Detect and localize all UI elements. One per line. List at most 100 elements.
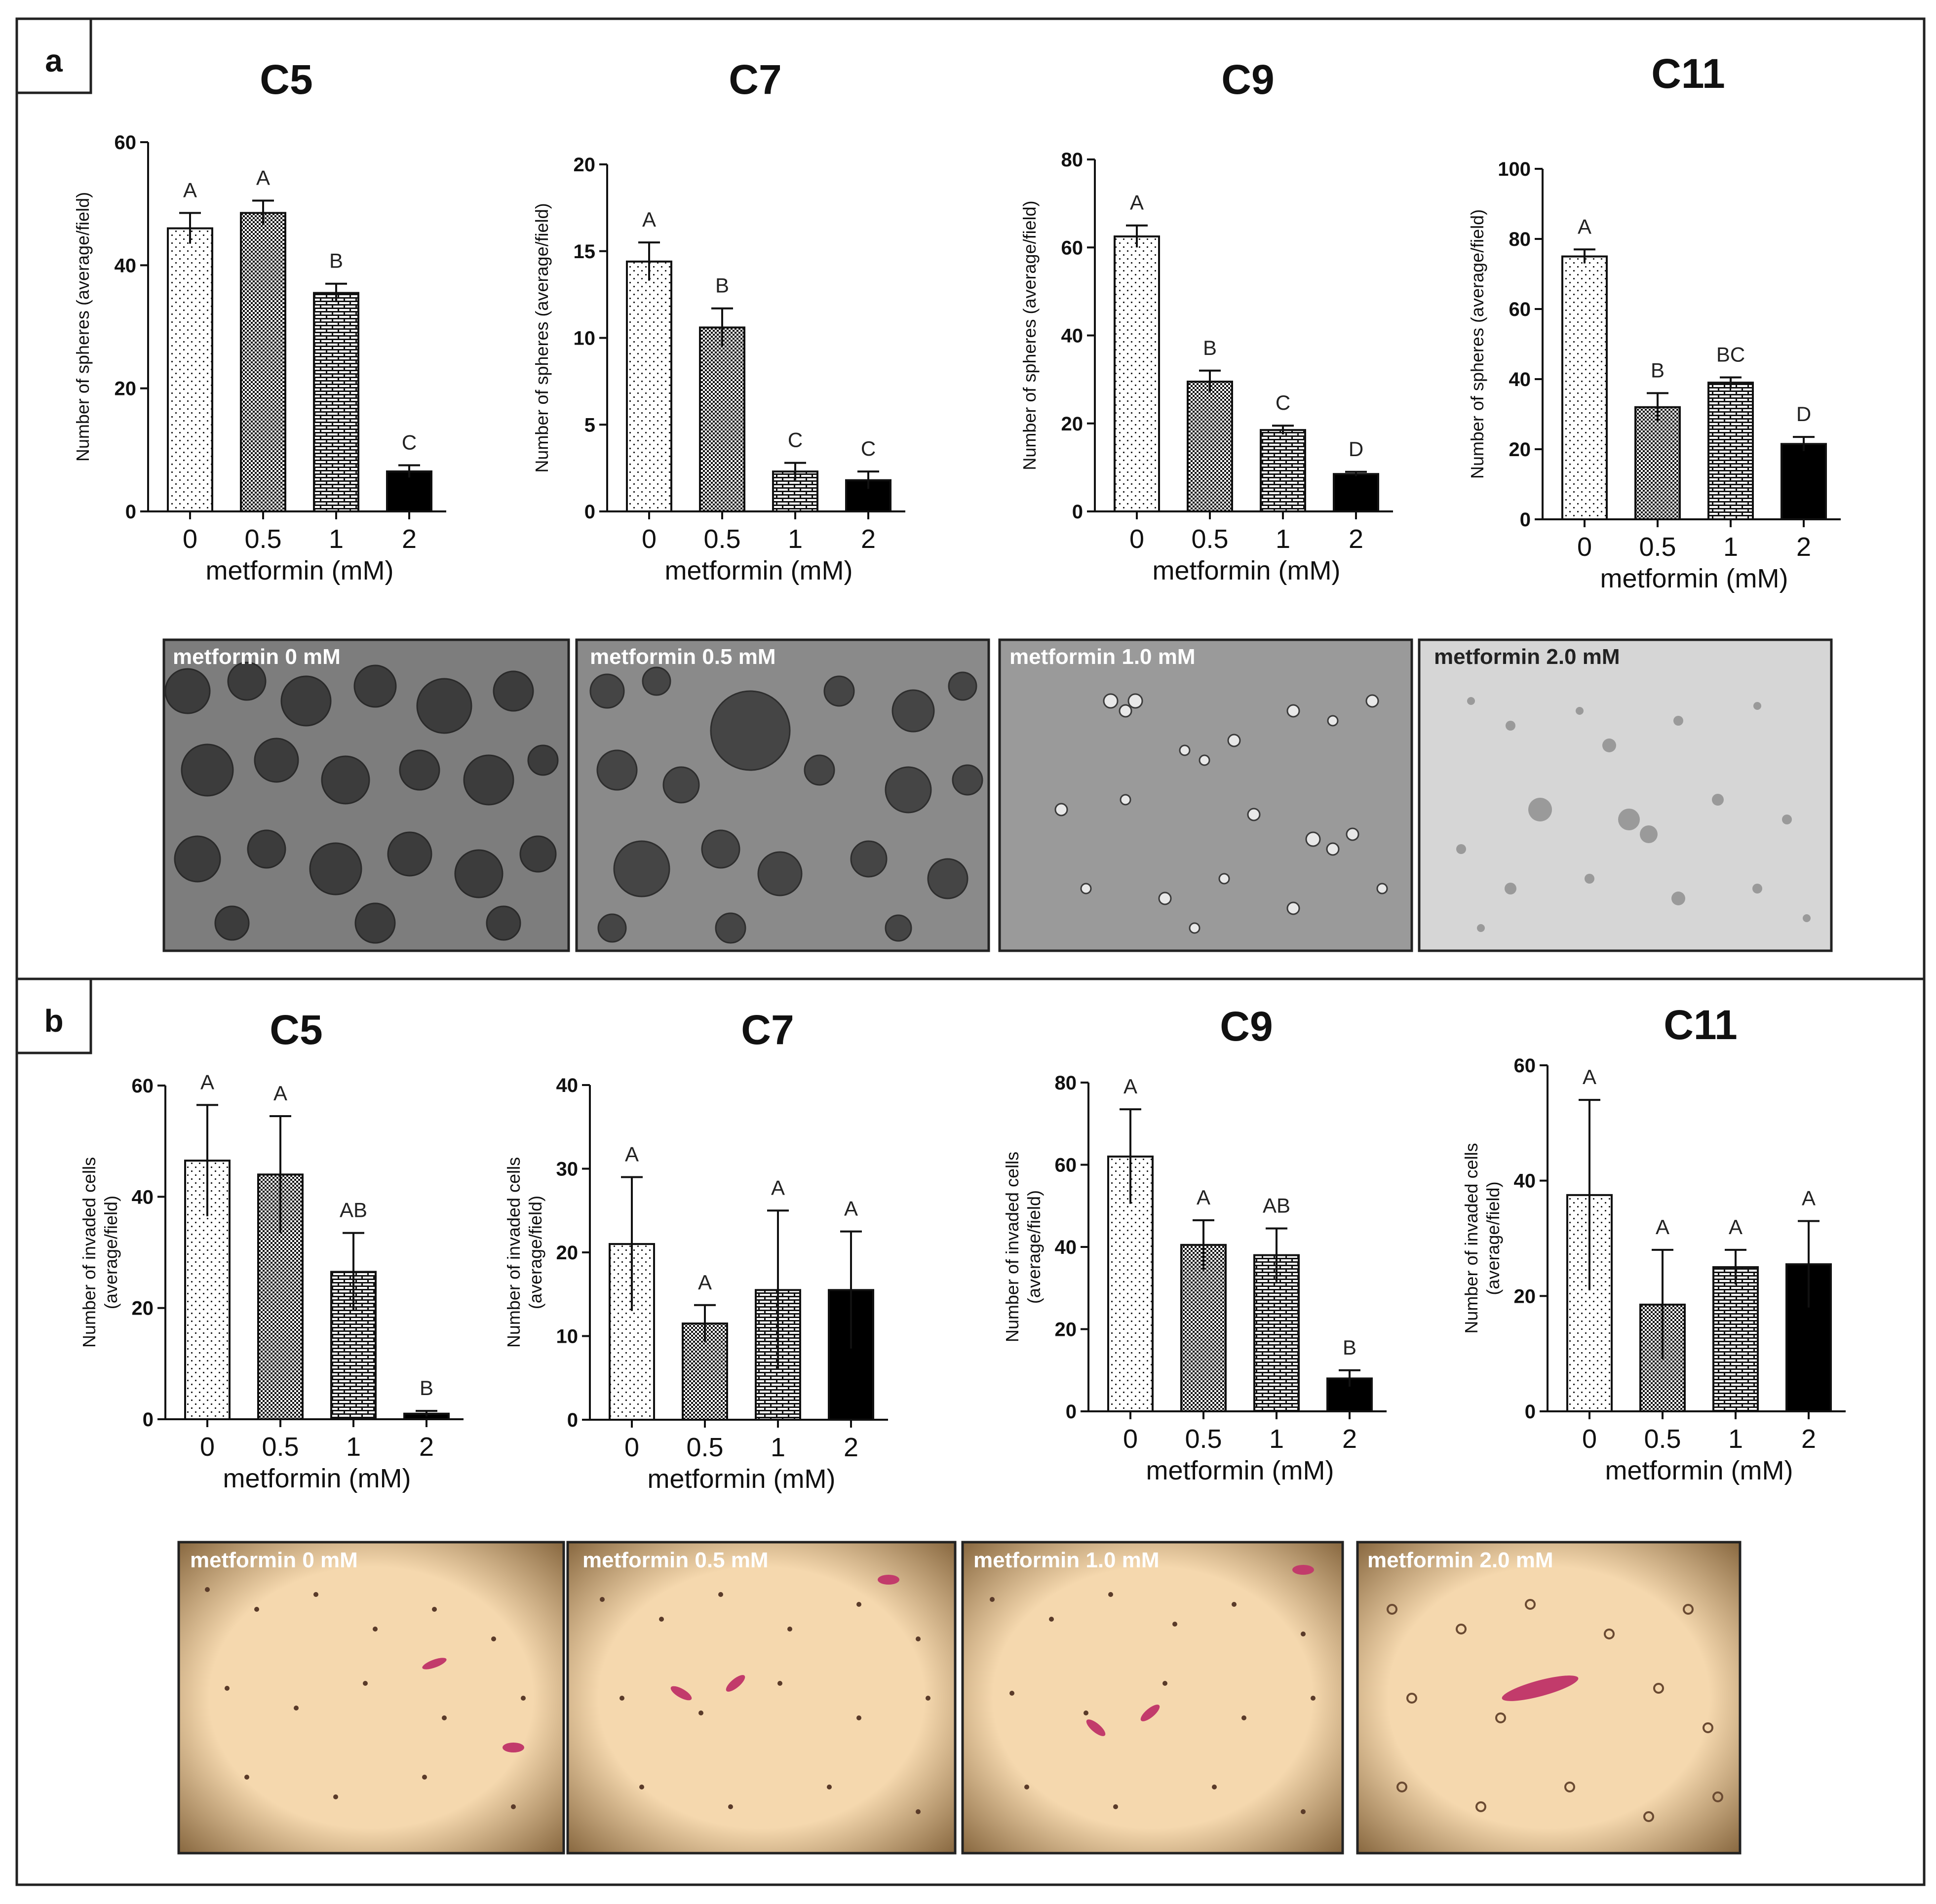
y-tick-label: 20 (115, 378, 137, 400)
x-tick-label: 0 (1129, 524, 1144, 554)
y-tick-label: 30 (556, 1159, 579, 1180)
spheroid-photo-0.5mM: metformin 0.5 mM (575, 638, 990, 952)
significance-letter: AB (340, 1199, 367, 1222)
y-tick-label: 0 (1072, 501, 1083, 523)
significance-letter: A (256, 166, 270, 189)
x-tick-label: 0.5 (703, 524, 740, 554)
x-axis-title: metformin (mM) (1153, 556, 1341, 585)
x-tick-label: 1 (1276, 524, 1290, 554)
x-tick-label: 0.5 (1191, 524, 1228, 554)
x-axis-title: metformin (mM) (206, 556, 394, 585)
significance-letter: D (1796, 402, 1811, 426)
significance-letter: D (1349, 437, 1363, 461)
bar-0.5 (1180, 1243, 1227, 1412)
significance-letter: A (1197, 1186, 1210, 1209)
panel-b-frame (15, 977, 1926, 1886)
significance-letter: B (1343, 1336, 1356, 1359)
chart-title: C11 (1651, 50, 1725, 97)
spheroid-photo-row: metformin 0 mM metformin 0.5 mM (162, 638, 1833, 952)
x-axis-title: metformin (mM) (665, 556, 853, 585)
invasion-photo-row: metformin 0 mM metformin 0.5 mM (177, 1541, 1742, 1855)
bar-1 (1260, 429, 1306, 513)
significance-letter: B (715, 274, 729, 297)
panel-a-label: a (45, 43, 63, 78)
x-tick-label: 0.5 (1644, 1424, 1681, 1454)
y-tick-label: 0 (143, 1409, 154, 1431)
x-tick-label: 1 (1728, 1424, 1743, 1454)
x-tick-label: 1 (329, 524, 344, 554)
invasion-photo-label-0: metformin 0 mM (190, 1548, 358, 1572)
y-tick-label: 0 (1525, 1401, 1536, 1423)
y-tick-label: 20 (1061, 413, 1084, 435)
significance-letter: A (1130, 191, 1144, 214)
y-tick-label: 80 (1061, 149, 1084, 171)
x-tick-label: 2 (861, 524, 876, 554)
bar-1 (1712, 1266, 1759, 1413)
invasion-photo-1.0mM: metformin 1.0 mM (961, 1541, 1344, 1855)
y-axis-title: Number of invaded cells(average/field) (503, 1157, 545, 1348)
significance-letter: A (273, 1082, 287, 1105)
x-tick-label: 2 (1349, 524, 1363, 554)
significance-letter: AB (1263, 1194, 1290, 1217)
panel-b-label-box (15, 977, 92, 1054)
x-tick-label: 0 (624, 1433, 639, 1462)
y-tick-label: 40 (1061, 325, 1084, 347)
significance-letter: BC (1716, 343, 1745, 366)
x-tick-label: 1 (788, 524, 803, 554)
chart-title: C7 (741, 1007, 794, 1053)
invasion-photo-label-20: metformin 2.0 mM (1367, 1548, 1553, 1572)
y-tick-label: 0 (1520, 509, 1531, 531)
significance-letter: A (200, 1070, 214, 1093)
bar-0.5 (699, 326, 745, 512)
x-tick-label: 2 (402, 524, 417, 554)
bar-0 (1114, 235, 1160, 512)
y-tick-label: 40 (1514, 1170, 1536, 1192)
x-tick-label: 0 (1123, 1424, 1138, 1454)
x-tick-label: 0.5 (686, 1433, 723, 1462)
y-tick-label: 100 (1498, 158, 1531, 180)
significance-letter: A (1656, 1215, 1669, 1239)
y-axis-title: Number of spheres (average/field) (73, 192, 93, 462)
significance-letter: A (1123, 1075, 1137, 1098)
invasion-photo-label-05: metformin 0.5 mM (582, 1548, 769, 1572)
y-tick-label: 0 (125, 501, 136, 523)
invasion-photo-label-10: metformin 1.0 mM (973, 1548, 1160, 1572)
y-axis-title: Number of spheres (average/field) (1467, 209, 1487, 479)
y-tick-label: 0 (1066, 1401, 1077, 1423)
y-tick-label: 40 (115, 255, 137, 276)
spheroid-photo-2.0mM: metformin 2.0 mM (1418, 638, 1833, 952)
spheroid-photo-1.0mM: metformin 1.0 mM (998, 638, 1413, 952)
y-tick-label: 0 (567, 1409, 578, 1431)
x-tick-label: 2 (1342, 1424, 1357, 1454)
invasion-photo-0.5mM: metformin 0.5 mM (566, 1541, 957, 1855)
significance-letter: A (771, 1176, 785, 1199)
y-tick-label: 20 (1509, 439, 1531, 461)
x-tick-label: 2 (419, 1432, 434, 1462)
panel-b-label: b (44, 1003, 63, 1039)
significance-letter: C (861, 437, 876, 460)
chart-title: C9 (1221, 56, 1274, 103)
spheroid-photo-label-10: metformin 1.0 mM (1009, 645, 1196, 669)
chart-title: C5 (260, 56, 312, 103)
x-tick-label: 0.5 (244, 524, 281, 554)
y-tick-label: 40 (1055, 1237, 1077, 1258)
significance-letter: A (844, 1197, 858, 1220)
x-axis-title: metformin (mM) (1605, 1456, 1793, 1485)
bar-0.5 (1634, 406, 1681, 520)
y-tick-label: 60 (1055, 1155, 1077, 1176)
y-tick-label: 10 (574, 328, 596, 350)
significance-letter: B (1203, 336, 1217, 359)
y-axis-title: Number of invaded cells(average/field) (79, 1157, 121, 1348)
y-axis-title: Number of invaded cells(average/field) (1461, 1143, 1503, 1333)
significance-letter: A (625, 1142, 639, 1166)
y-tick-label: 20 (132, 1298, 154, 1320)
y-tick-label: 0 (584, 501, 595, 523)
x-tick-label: 0 (642, 524, 657, 554)
